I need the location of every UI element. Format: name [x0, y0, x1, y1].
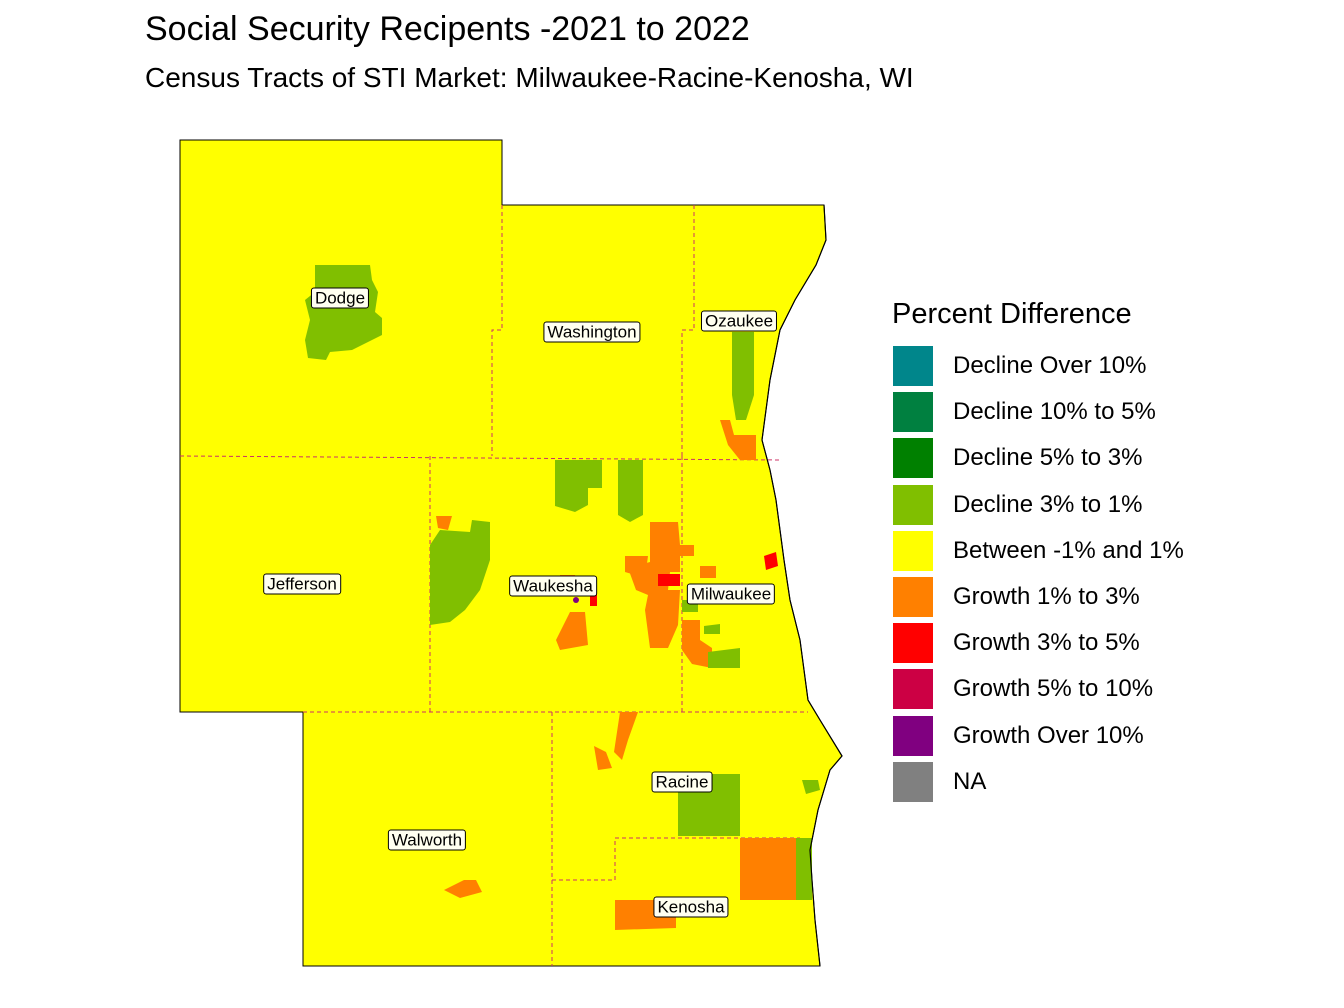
tract-kenosha-growth-1 — [740, 838, 796, 900]
tract-walworth-growth — [444, 880, 482, 898]
legend-item: Decline 5% to 3% — [892, 435, 1184, 481]
legend-item: Growth 5% to 10% — [892, 666, 1184, 712]
tract-milwaukee-growth-2 — [700, 566, 716, 578]
legend-swatch — [892, 622, 934, 665]
legend-swatch — [892, 714, 934, 757]
tract-milwaukee-decline-1 — [708, 648, 740, 668]
legend-swatch — [892, 529, 934, 572]
legend-label: Growth 5% to 10% — [953, 675, 1154, 703]
legend-label: Decline Over 10% — [953, 352, 1147, 380]
legend-item: Decline 10% to 5% — [892, 389, 1184, 435]
tract-ozaukee-growth — [720, 420, 756, 460]
tract-waukesha-decline-3 — [430, 520, 490, 625]
tract-waukesha-purple — [573, 597, 579, 603]
tract-racine-growth-1 — [614, 712, 638, 760]
legend-swatch — [892, 391, 934, 434]
map-title: Social Security Recipents -2021 to 2022 — [145, 10, 750, 48]
tract-milwaukee-growth-1 — [682, 620, 712, 668]
legend-items: Decline Over 10% Decline 10% to 5% Decline… — [892, 343, 1184, 805]
legend-swatch — [892, 668, 934, 711]
county-label-walworth: Walworth — [387, 829, 467, 851]
legend-swatch — [892, 576, 934, 619]
county-label-dodge: Dodge — [310, 287, 370, 309]
legend-item: Decline Over 10% — [892, 343, 1184, 389]
legend-swatch — [892, 483, 934, 526]
county-label-jefferson: Jefferson — [263, 573, 341, 595]
tract-waukesha-growth-2 — [556, 612, 588, 650]
tract-waukesha-growth-3 — [625, 556, 648, 578]
tract-waukesha-red — [658, 574, 680, 586]
tract-waukesha-decline-1 — [555, 460, 602, 512]
tract-racine-growth-2 — [594, 746, 612, 770]
legend-label: Growth 3% to 5% — [953, 629, 1140, 657]
legend-label: Decline 3% to 1% — [953, 490, 1143, 518]
county-label-milwaukee: Milwaukee — [686, 583, 776, 605]
legend-item: Growth 1% to 3% — [892, 574, 1184, 620]
tract-kenosha-decline — [796, 838, 812, 900]
legend-label: Decline 10% to 5% — [953, 398, 1156, 426]
legend-title: Percent Difference — [892, 298, 1132, 330]
legend-label: Growth 1% to 3% — [953, 583, 1140, 611]
county-label-washington: Washington — [543, 321, 641, 343]
county-label-ozaukee: Ozaukee — [700, 310, 778, 332]
tract-milwaukee-red — [764, 552, 778, 570]
tract-racine-decline-2 — [802, 780, 820, 794]
tract-waukesha-growth-small — [436, 516, 452, 530]
legend-item: Between -1% and 1% — [892, 528, 1184, 574]
county-label-waukesha: Waukesha — [509, 575, 597, 597]
county-label-kenosha: Kenosha — [653, 896, 729, 918]
tract-ozaukee-decline — [732, 332, 754, 420]
tract-waukesha-decline-2 — [618, 460, 643, 522]
tract-kenosha-growth-2 — [615, 900, 676, 930]
legend-swatch — [892, 437, 934, 480]
map-subtitle: Census Tracts of STI Market: Milwaukee-R… — [145, 62, 914, 93]
legend-item: Decline 3% to 1% — [892, 482, 1184, 528]
legend-label: Growth Over 10% — [953, 721, 1144, 749]
legend-item: Growth Over 10% — [892, 713, 1184, 759]
legend-item: NA — [892, 759, 1184, 805]
legend-label: NA — [953, 767, 987, 795]
lake-shoreline — [761, 204, 843, 967]
legend-item: Growth 3% to 5% — [892, 620, 1184, 666]
county-borders — [179, 205, 808, 966]
legend-swatch — [892, 345, 934, 388]
legend-swatch — [892, 760, 934, 803]
tract-milwaukee-decline-3 — [704, 624, 720, 634]
legend-label: Decline 5% to 3% — [953, 444, 1143, 472]
legend-label: Between -1% and 1% — [953, 536, 1184, 564]
county-label-racine: Racine — [651, 771, 713, 793]
legend: Percent Difference Decline Over 10% Decli… — [892, 298, 1184, 805]
